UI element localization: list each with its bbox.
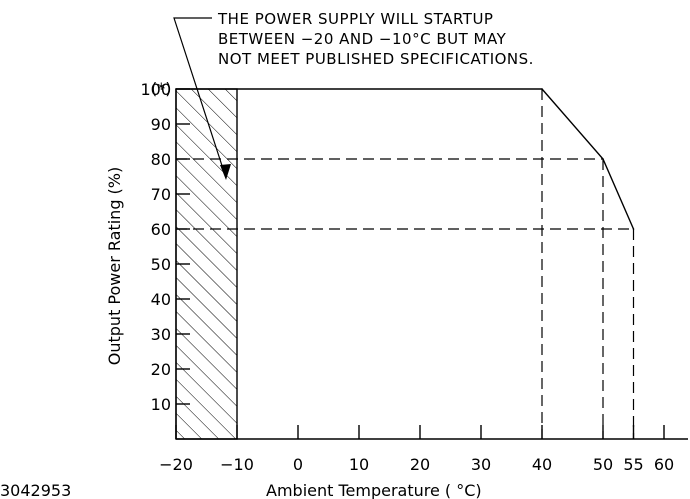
annotation: THE POWER SUPPLY WILL STARTUP BETWEEN −2… <box>173 10 534 180</box>
figure-code: 3042953 <box>0 481 71 499</box>
y-tick-label: 30 <box>151 325 171 344</box>
x-tick-label: 50 <box>593 455 613 474</box>
reference-lines <box>176 89 635 439</box>
annotation-line-1: THE POWER SUPPLY WILL STARTUP <box>217 10 493 28</box>
x-tick-label: 40 <box>532 455 552 474</box>
y-top-marker: (*) <box>151 79 171 98</box>
x-tick-label: 10 <box>349 455 369 474</box>
series-line <box>176 88 635 230</box>
y-tick-label: 60 <box>151 220 171 239</box>
annotation-line-3: NOT MEET PUBLISHED SPECIFICATIONS. <box>218 50 534 68</box>
annotation-leader-line <box>173 17 227 179</box>
y-tick-label: 100 <box>140 80 171 99</box>
annotation-arrowhead <box>220 164 231 180</box>
x-tick-label: 55 <box>623 455 643 474</box>
y-axis-label: Output Power Rating (%) <box>105 167 124 365</box>
y-tick-label: 40 <box>151 290 171 309</box>
x-tick-label: −20 <box>159 455 193 474</box>
series-point <box>602 158 604 160</box>
x-tick-label: 0 <box>293 455 303 474</box>
y-tick-label: 10 <box>151 395 171 414</box>
y-tick-label: 20 <box>151 360 171 379</box>
x-tick-label: 20 <box>410 455 430 474</box>
x-axis-label: Ambient Temperature ( °C) <box>266 481 482 499</box>
y-tick-label: 80 <box>151 150 171 169</box>
y-ticks: 10 20 30 40 50 60 70 80 90 100 <box>140 80 190 414</box>
x-tick-label: 60 <box>654 455 674 474</box>
x-tick-label: −10 <box>220 455 254 474</box>
y-tick-label: 50 <box>151 255 171 274</box>
annotation-line-2: BETWEEN −20 AND −10°C BUT MAY <box>218 30 507 48</box>
series-point <box>541 88 543 90</box>
y-tick-label: 70 <box>151 185 171 204</box>
y-tick-label: 90 <box>151 115 171 134</box>
x-tick-label: 30 <box>471 455 491 474</box>
x-ticks: −20 −10 0 10 20 30 40 50 55 60 <box>159 425 674 474</box>
series-point <box>632 228 635 230</box>
